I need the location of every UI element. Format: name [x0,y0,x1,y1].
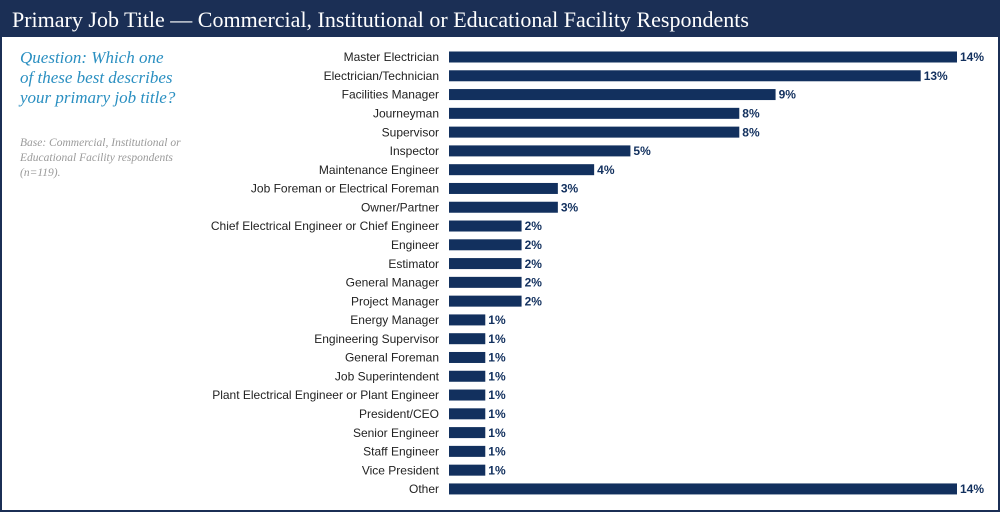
value-label: 1% [488,445,506,459]
category-label: General Foreman [345,351,439,365]
value-label: 14% [960,50,984,64]
bar [449,314,486,326]
category-label: Vice President [362,463,440,477]
category-label: Inspector [390,144,439,158]
value-label: 3% [561,182,579,196]
bar [449,70,921,82]
category-label: Job Foreman or Electrical Foreman [251,182,439,196]
category-label: Engineering Supervisor [314,332,439,346]
bar [449,464,486,476]
value-label: 1% [488,388,506,402]
category-label: Maintenance Engineer [319,163,439,177]
bar [449,276,522,288]
category-label: Job Superintendent [335,369,440,383]
bar [449,333,486,345]
bar [449,89,776,101]
note: Base: Commercial, Institutional or Educa… [20,137,181,179]
category-label: Estimator [388,257,439,271]
value-label: 2% [525,257,543,271]
bar [449,370,486,382]
value-label: 9% [779,88,797,102]
category-label: Senior Engineer [353,426,439,440]
bar [449,427,486,439]
bar [449,408,486,420]
value-label: 14% [960,482,984,496]
category-label: Energy Manager [350,313,439,327]
value-label: 13% [924,69,948,83]
category-label: General Manager [346,276,439,290]
chart-title: Primary Job Title — Commercial, Institut… [2,2,998,37]
value-label: 1% [488,369,506,383]
bar [449,201,558,213]
bar [449,220,522,232]
value-label: 1% [488,463,506,477]
category-label: Master Electrician [344,50,439,64]
value-label: 4% [597,163,615,177]
category-label: Facilities Manager [342,88,439,102]
bar [449,182,558,194]
bar [449,351,486,363]
value-label: 5% [633,144,651,158]
question: Question: Which one of these best descri… [20,48,176,107]
category-label: Engineer [391,238,439,252]
bar [449,239,522,251]
category-label: President/CEO [359,407,439,421]
category-label: Other [409,482,439,496]
category-label: Plant Electrical Engineer or Plant Engin… [212,388,439,402]
value-label: 1% [488,313,506,327]
category-label: Supervisor [382,125,439,139]
bar [449,164,595,176]
value-label: 8% [742,107,760,121]
bar [449,126,740,138]
category-label: Staff Engineer [363,445,439,459]
value-label: 1% [488,426,506,440]
bar [449,145,631,157]
value-label: 8% [742,125,760,139]
value-label: 2% [525,294,543,308]
value-label: 1% [488,332,506,346]
value-label: 1% [488,407,506,421]
category-label: Chief Electrical Engineer or Chief Engin… [211,219,439,233]
value-label: 2% [525,238,543,252]
value-label: 1% [488,351,506,365]
bar [449,389,486,401]
bar [449,295,522,307]
value-label: 2% [525,219,543,233]
value-label: 3% [561,200,579,214]
bar [449,51,957,63]
bar [449,258,522,270]
category-label: Project Manager [351,294,439,308]
value-label: 2% [525,276,543,290]
category-label: Owner/Partner [361,200,439,214]
category-label: Journeyman [373,107,439,121]
bar [449,445,486,457]
category-label: Electrician/Technician [324,69,439,83]
bar [449,107,740,119]
bar [449,483,957,495]
